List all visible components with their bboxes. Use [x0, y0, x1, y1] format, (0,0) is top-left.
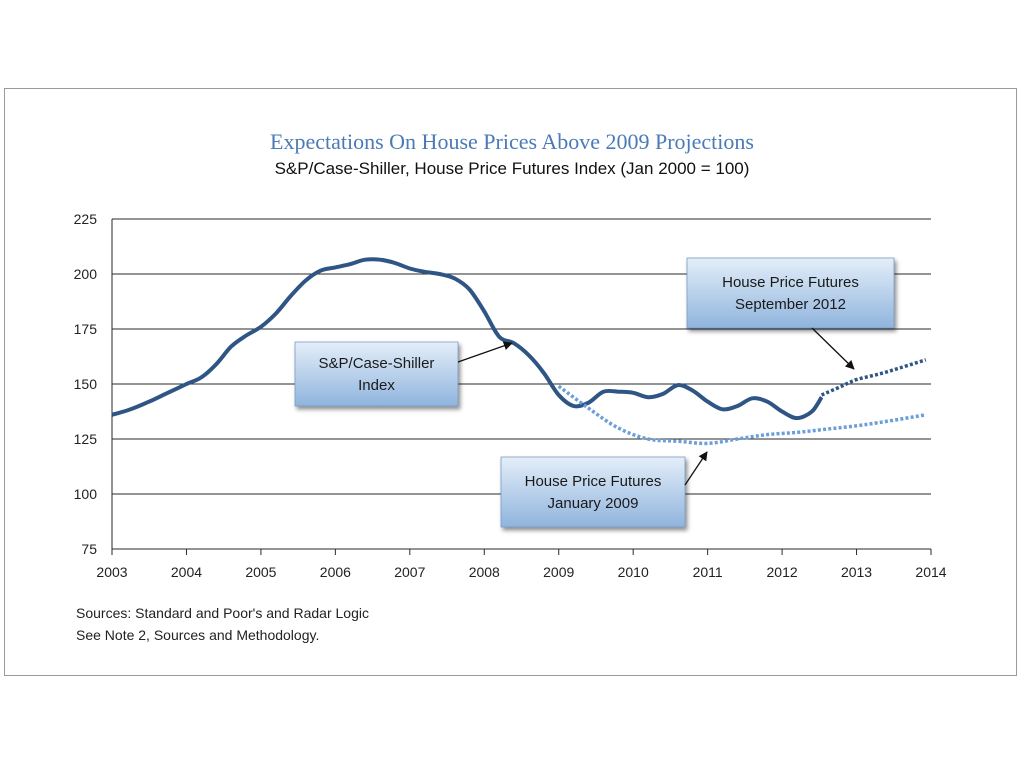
futures-jan-2009-line	[557, 384, 927, 446]
callout-box	[686, 257, 895, 329]
x-tick-label: 2014	[915, 564, 946, 580]
callout-arrow	[457, 341, 513, 363]
callouts: S&P/Case-Shiller Index House Price Futures…	[294, 257, 895, 528]
callout-label: House Price Futures	[722, 274, 859, 291]
callout-label: S&P/Case-Shiller	[319, 355, 435, 372]
y-tick-label: 100	[74, 486, 98, 502]
callout-box	[500, 456, 686, 528]
y-tick-label: 150	[74, 376, 98, 392]
x-tick-label: 2004	[171, 564, 202, 580]
sources-line: Sources: Standard and Poor's and Radar L…	[76, 605, 369, 621]
chart-frame	[4, 88, 1017, 676]
x-tick-label: 2007	[394, 564, 425, 580]
callout-arrow	[811, 327, 855, 370]
x-tick-label: 2006	[320, 564, 351, 580]
chart-subtitle: S&P/Case-Shiller, House Price Futures In…	[275, 159, 750, 178]
series-lines	[111, 257, 927, 446]
x-tick-label: 2013	[841, 564, 872, 580]
y-tick-label: 225	[74, 211, 98, 227]
x-tick-label: 2011	[693, 564, 723, 580]
callout-label: Index	[358, 377, 395, 394]
callout-futures-sep-2012: House Price Futures September 2012	[686, 257, 895, 370]
callout-arrow	[684, 451, 708, 486]
axes: 75 100 125 150 175 200 225 2003 2004 2005 2006 2007…	[74, 211, 947, 580]
x-tick-label: 2009	[543, 564, 574, 580]
callout-case-shiller: S&P/Case-Shiller Index	[294, 341, 513, 407]
grid-lines	[112, 218, 931, 550]
y-tick-label: 200	[74, 266, 98, 282]
x-tick-label: 2012	[767, 564, 798, 580]
futures-sep-2012-line	[820, 358, 927, 397]
x-tick-label: 2005	[245, 564, 276, 580]
callout-label: House Price Futures	[525, 473, 662, 490]
callout-label: September 2012	[735, 296, 846, 313]
y-tick-label: 125	[74, 431, 98, 447]
callout-box	[294, 341, 459, 407]
y-tick-label: 75	[81, 541, 97, 557]
x-tick-label: 2008	[469, 564, 500, 580]
x-tick-label: 2010	[618, 564, 649, 580]
methodology-note: See Note 2, Sources and Methodology.	[76, 627, 320, 643]
y-tick-label: 175	[74, 321, 98, 337]
x-tick-label: 2003	[96, 564, 127, 580]
callout-futures-jan-2009: House Price Futures January 2009	[500, 451, 708, 528]
callout-label: January 2009	[548, 495, 639, 512]
chart-title: Expectations On House Prices Above 2009 …	[270, 129, 754, 154]
case-shiller-index-line	[111, 257, 824, 421]
